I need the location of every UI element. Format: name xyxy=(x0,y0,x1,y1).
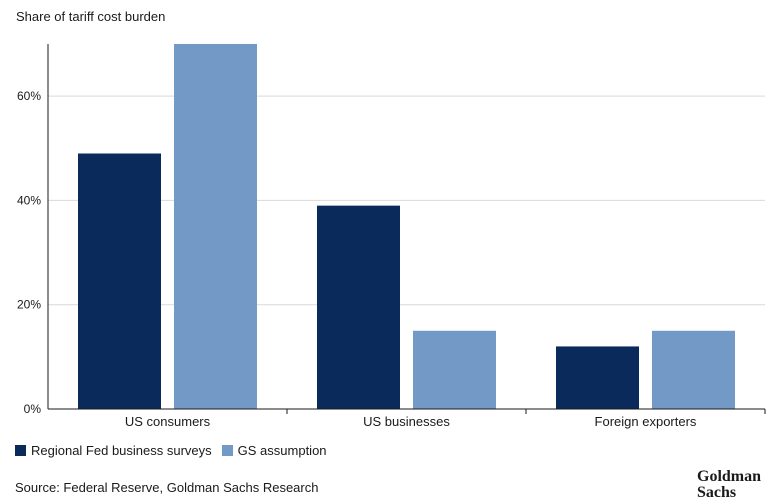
legend-item-gs-assumption: GS assumption xyxy=(221,443,327,458)
y-axis-title: Share of tariff cost burden xyxy=(16,9,166,24)
x-category-label: Foreign exporters xyxy=(595,414,697,429)
bar xyxy=(174,44,257,409)
svg-text:Sachs: Sachs xyxy=(697,484,736,499)
legend-item-regional-fed: Regional Fed business surveys xyxy=(15,443,212,458)
bar xyxy=(413,330,496,409)
y-tick-label: 40% xyxy=(17,193,41,207)
bar-chart: 0% 20% 40% 60% US consumers US businesses Fore… xyxy=(17,44,766,429)
legend-label-regional-fed: Regional Fed business surveys xyxy=(31,443,212,458)
goldman-sachs-logo: Goldman Sachs xyxy=(697,468,761,499)
bar xyxy=(317,205,400,409)
legend: Regional Fed business surveys GS assumpt… xyxy=(15,443,337,458)
y-tick-label: 20% xyxy=(17,298,41,312)
y-tick-label: 60% xyxy=(17,89,41,103)
legend-label-gs-assumption: GS assumption xyxy=(237,443,327,458)
svg-text:Goldman: Goldman xyxy=(697,468,761,485)
x-category-label: US consumers xyxy=(125,414,211,429)
legend-swatch-regional-fed xyxy=(15,445,26,456)
x-category-label: US businesses xyxy=(363,414,450,429)
source-note: Source: Federal Reserve, Goldman Sachs R… xyxy=(15,480,319,495)
legend-swatch-gs-assumption xyxy=(221,445,233,456)
bar xyxy=(652,330,735,409)
bar xyxy=(556,346,639,409)
y-tick-label: 0% xyxy=(24,402,42,416)
bar xyxy=(78,153,161,409)
